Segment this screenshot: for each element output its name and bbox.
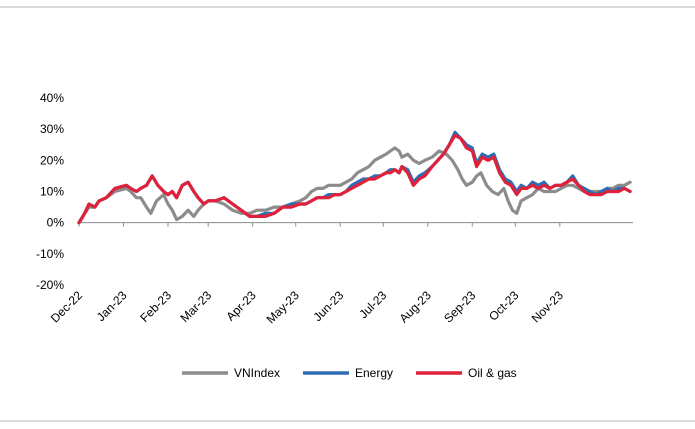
x-tick-label: Mar-23: [178, 288, 215, 325]
x-tick-label: Oct-23: [486, 288, 522, 324]
x-tick-label: Feb-23: [137, 288, 174, 325]
y-tick-label: 40%: [40, 91, 64, 105]
x-tick-label: Apr-23: [223, 288, 259, 324]
y-tick-label: 0%: [47, 216, 65, 230]
series-line-vnindex: [77, 146, 632, 225]
legend: VNIndex Energy Oil & gas: [182, 366, 517, 380]
y-axis-tick-labels: 40% 30% 20% 10% 0% -10% -20%: [36, 91, 64, 292]
x-tick-label: Sep-23: [441, 288, 478, 325]
x-tick-label: Jun-23: [310, 288, 346, 324]
y-tick-label: 20%: [40, 153, 64, 167]
legend-label-energy: Energy: [355, 366, 393, 380]
y-tick-label: 30%: [40, 122, 64, 136]
x-tick-label: May-23: [264, 288, 302, 326]
x-tick-label: Aug-23: [397, 288, 434, 325]
x-tick-label: Jul-23: [356, 288, 389, 321]
x-tick-label: Jan-23: [94, 288, 130, 324]
x-tick-label: Dec-22: [48, 288, 85, 325]
series-line-oil-gas: [77, 133, 632, 225]
y-tick-label: -20%: [36, 278, 64, 292]
axes: [78, 222, 633, 227]
x-axis-tick-labels: Dec-22 Jan-23 Feb-23 Mar-23 Apr-23 May-23 Jun-…: [48, 288, 566, 326]
legend-label-oil-gas: Oil & gas: [468, 366, 517, 380]
x-tick-label: Nov-23: [529, 288, 566, 325]
series-lines: [77, 130, 632, 225]
legend-label-vnindex: VNIndex: [234, 366, 280, 380]
y-tick-label: 10%: [40, 185, 64, 199]
y-tick-label: -10%: [36, 247, 64, 261]
